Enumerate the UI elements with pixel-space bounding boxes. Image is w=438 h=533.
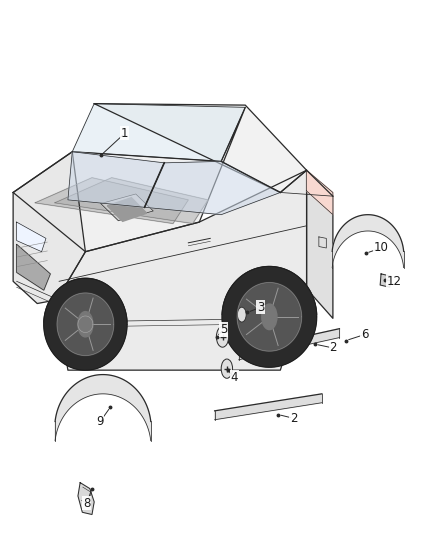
Polygon shape [13, 152, 85, 303]
Text: 2: 2 [329, 342, 337, 354]
Polygon shape [13, 107, 245, 252]
Polygon shape [380, 274, 391, 287]
Polygon shape [307, 170, 333, 318]
Text: 8: 8 [83, 497, 90, 510]
Polygon shape [17, 244, 50, 290]
Text: 4: 4 [230, 371, 238, 384]
Polygon shape [57, 293, 114, 356]
Polygon shape [145, 161, 280, 215]
Text: 1: 1 [121, 127, 129, 140]
Polygon shape [307, 170, 333, 215]
Text: 12: 12 [387, 275, 402, 288]
Polygon shape [72, 103, 245, 161]
Polygon shape [239, 329, 339, 360]
Polygon shape [78, 483, 94, 514]
Circle shape [262, 304, 277, 329]
Circle shape [78, 312, 93, 337]
Polygon shape [57, 170, 307, 370]
Polygon shape [55, 177, 208, 223]
Polygon shape [237, 282, 301, 351]
Polygon shape [55, 375, 151, 441]
Text: 3: 3 [257, 301, 264, 314]
Text: 2: 2 [290, 412, 297, 425]
Text: 6: 6 [360, 328, 368, 341]
Polygon shape [332, 215, 404, 268]
Text: 5: 5 [220, 323, 227, 336]
Circle shape [216, 326, 229, 347]
Polygon shape [44, 278, 127, 370]
Polygon shape [101, 194, 153, 221]
Polygon shape [17, 222, 46, 252]
Polygon shape [35, 177, 188, 223]
Polygon shape [215, 394, 322, 420]
Text: 10: 10 [374, 241, 389, 254]
Text: 9: 9 [96, 415, 104, 429]
Circle shape [221, 359, 233, 378]
Polygon shape [94, 103, 307, 192]
Polygon shape [68, 152, 164, 207]
Polygon shape [222, 266, 317, 367]
Circle shape [237, 307, 246, 322]
Polygon shape [107, 198, 147, 221]
